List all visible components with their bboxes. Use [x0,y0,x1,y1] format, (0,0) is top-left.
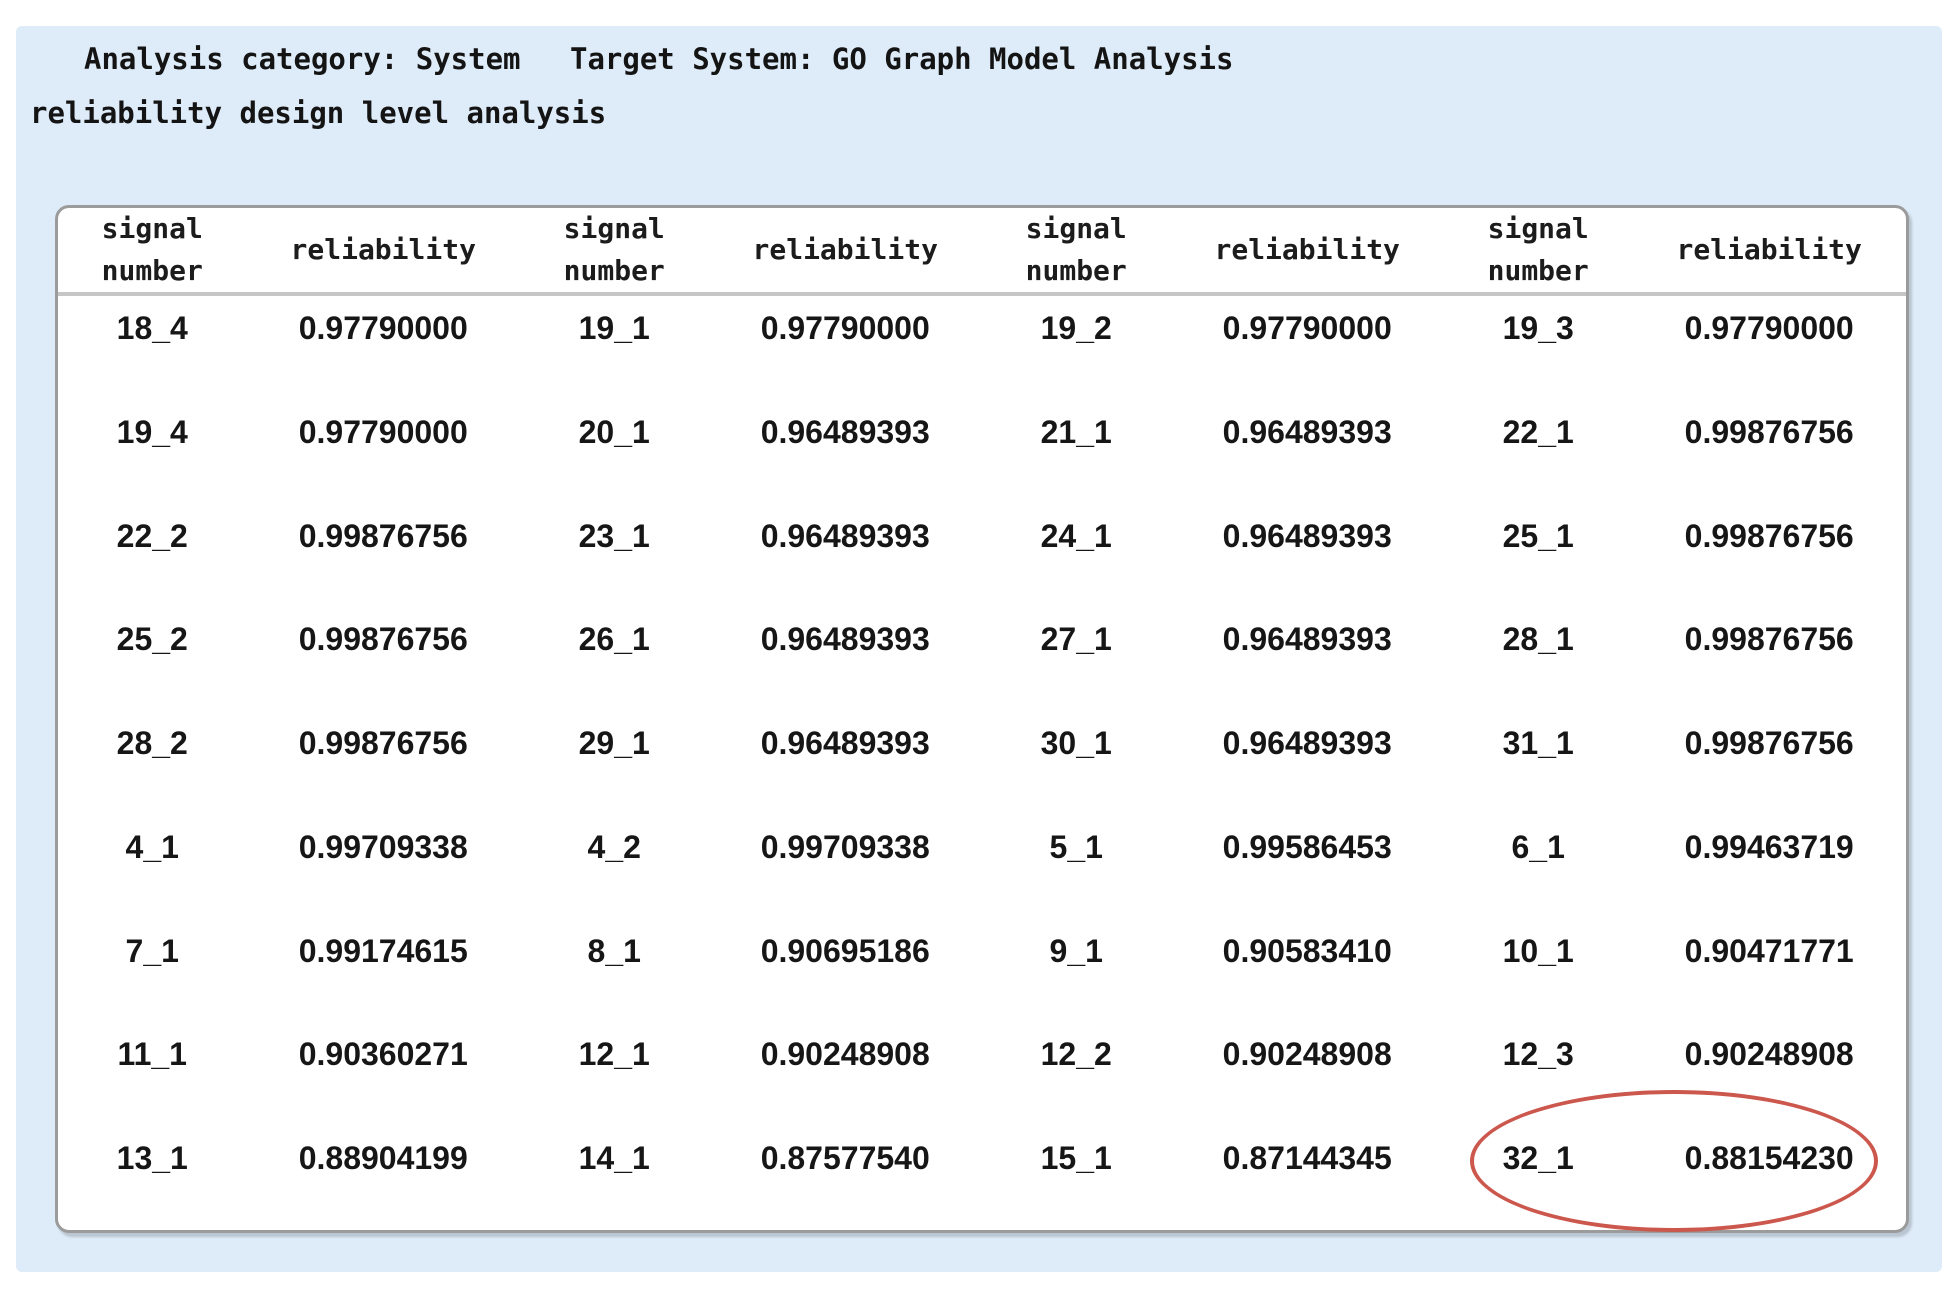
reliability-cell: 0.99586453 [1222,828,1392,865]
signal-cell: 19_2 [1040,310,1112,346]
table-row: 13_1 0.88904199 14_1 0.87577540 15_1 0.871443… [58,1126,1906,1230]
signal-cell: 4_2 [587,828,641,865]
reliability-cell: 0.96489393 [1222,725,1392,762]
title-line-1: Analysis category: System Target System:… [16,42,1942,82]
signal-cell: 25_2 [116,621,188,658]
signal-cell: 27_1 [1040,621,1112,658]
table-row: 25_2 0.99876756 26_1 0.96489393 27_1 0.964893… [58,607,1906,711]
reliability-cell: 0.90695186 [760,932,930,969]
signal-cell: 6_1 [1511,828,1565,865]
table-row: 7_1 0.99174615 8_1 0.90695186 9_1 0.90583410 1… [58,919,1906,1023]
signal-cell: 21_1 [1040,413,1112,450]
reliability-cell: 0.88904199 [298,1140,468,1177]
signal-cell: 28_1 [1502,621,1574,658]
signal-cell: 31_1 [1502,725,1574,762]
reliability-cell: 0.96489393 [760,725,930,762]
reliability-cell: 0.99876756 [298,725,468,762]
signal-cell-highlighted: 32_1 [1502,1140,1574,1177]
target-system-label: Target System: GO Graph Model Analysis [570,42,1234,76]
reliability-cell: 0.90583410 [1222,932,1392,969]
table-row: 19_4 0.97790000 20_1 0.96489393 21_1 0.964893… [58,400,1906,504]
signal-cell: 28_2 [116,725,188,762]
signal-cell: 7_1 [125,932,179,969]
reliability-cell: 0.96489393 [760,621,930,658]
table-row: 4_1 0.99709338 4_2 0.99709338 5_1 0.99586453 6… [58,815,1906,919]
reliability-cell: 0.96489393 [1222,621,1392,658]
analysis-subtitle: reliability design level analysis [30,96,607,130]
signal-number-header: signal number [1487,212,1589,287]
reliability-header: reliability [290,233,476,266]
reliability-cell: 0.97790000 [298,413,468,450]
signal-cell: 10_1 [1502,932,1574,969]
signal-cell: 11_1 [117,1036,187,1073]
analysis-panel: Analysis category: System Target System:… [16,26,1942,1272]
reliability-cell-highlighted: 0.88154230 [1684,1140,1854,1177]
table-row: 28_2 0.99876756 29_1 0.96489393 30_1 0.964893… [58,711,1906,815]
signal-cell: 15_1 [1040,1140,1112,1177]
reliability-cell: 0.90248908 [1684,1036,1854,1073]
reliability-cell: 0.99876756 [298,517,468,554]
table-body: 18_4 0.97790000 19_1 0.97790000 19_2 0.977900… [58,296,1906,1230]
reliability-cell: 0.96489393 [760,413,930,450]
reliability-header: reliability [1214,233,1400,266]
reliability-cell: 0.99876756 [298,621,468,658]
reliability-cell: 0.99174615 [298,932,468,969]
reliability-cell: 0.87144345 [1222,1140,1392,1177]
signal-cell: 19_4 [116,413,188,450]
reliability-cell: 0.90360271 [298,1036,468,1073]
signal-cell: 12_1 [578,1036,650,1073]
signal-cell: 26_1 [578,621,650,658]
signal-cell: 19_3 [1502,310,1574,346]
table-row: 22_2 0.99876756 23_1 0.96489393 24_1 0.964893… [58,504,1906,608]
reliability-cell: 0.99876756 [1684,413,1854,450]
reliability-cell: 0.99876756 [1684,725,1854,762]
reliability-cell: 0.99709338 [760,828,930,865]
reliability-cell: 0.96489393 [1222,517,1392,554]
signal-cell: 30_1 [1040,725,1112,762]
signal-number-header: signal number [1025,212,1127,287]
analysis-category-label: Analysis category: System [84,42,521,76]
signal-cell: 24_1 [1040,517,1112,554]
reliability-header: reliability [1676,233,1862,266]
signal-cell: 9_1 [1049,932,1103,969]
reliability-cell: 0.96489393 [1222,413,1392,450]
signal-cell: 8_1 [587,932,641,969]
signal-number-header: signal number [101,212,203,287]
signal-cell: 13_1 [116,1140,188,1177]
reliability-table: signal number reliability signal number relia… [55,205,1909,1233]
reliability-cell: 0.97790000 [1222,310,1392,346]
signal-cell: 25_1 [1502,517,1574,554]
reliability-cell: 0.99463719 [1684,828,1854,865]
signal-cell: 20_1 [578,413,650,450]
signal-cell: 14_1 [578,1140,650,1177]
signal-cell: 19_1 [578,310,650,346]
signal-cell: 12_2 [1040,1036,1112,1073]
signal-cell: 4_1 [125,828,179,865]
reliability-cell: 0.97790000 [1684,310,1854,346]
reliability-cell: 0.99876756 [1684,621,1854,658]
reliability-cell: 0.87577540 [760,1140,930,1177]
reliability-cell: 0.90471771 [1684,932,1854,969]
signal-number-header: signal number [563,212,665,287]
signal-cell: 18_4 [116,310,188,346]
table-header-row: signal number reliability signal number relia… [58,208,1906,296]
reliability-cell: 0.99709338 [298,828,468,865]
table-row: 11_1 0.90360271 12_1 0.90248908 12_2 0.902489… [58,1022,1906,1126]
reliability-header: reliability [752,233,938,266]
reliability-cell: 0.97790000 [760,310,930,346]
reliability-cell: 0.99876756 [1684,517,1854,554]
signal-cell: 23_1 [578,517,650,554]
reliability-cell: 0.96489393 [760,517,930,554]
reliability-cell: 0.90248908 [1222,1036,1392,1073]
signal-cell: 5_1 [1049,828,1103,865]
reliability-cell: 0.90248908 [760,1036,930,1073]
signal-cell: 29_1 [578,725,650,762]
reliability-cell: 0.97790000 [298,310,468,346]
signal-cell: 12_3 [1502,1036,1574,1073]
table-row: 18_4 0.97790000 19_1 0.97790000 19_2 0.977900… [58,296,1906,400]
signal-cell: 22_1 [1502,413,1574,450]
signal-cell: 22_2 [116,517,188,554]
